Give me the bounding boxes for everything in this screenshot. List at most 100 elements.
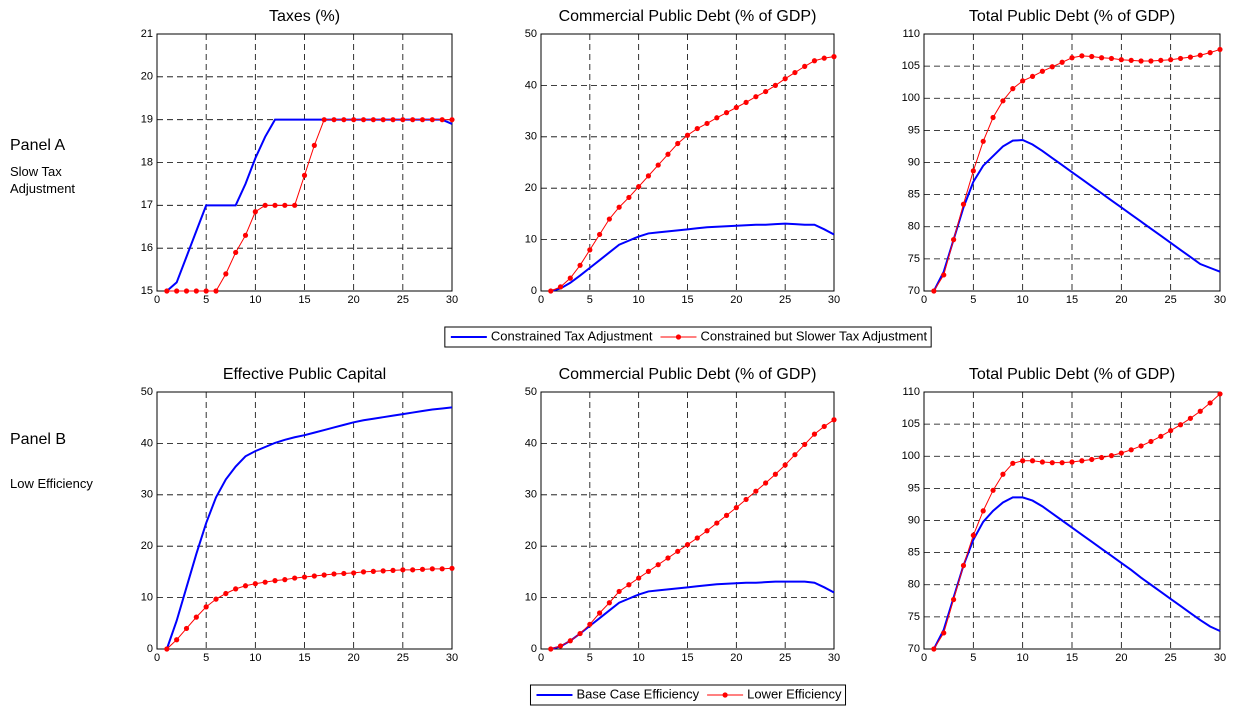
point: [1059, 460, 1065, 466]
series-line: Lower Efficiency: [550, 419, 835, 650]
point: [626, 582, 632, 588]
point: [733, 104, 739, 111]
point: [341, 117, 347, 123]
point: [1079, 458, 1085, 464]
y-tick-label: 40: [525, 437, 537, 449]
point: [548, 288, 554, 294]
x-tick-label: 0: [921, 294, 927, 306]
point: [321, 117, 327, 123]
x-tick-label: 15: [1066, 294, 1078, 306]
legend-label: Constrained but Slower Tax Adjustment: [700, 328, 927, 343]
point: [282, 577, 288, 583]
point: [606, 216, 612, 222]
point: [616, 588, 622, 595]
point: [419, 117, 426, 123]
point: [548, 646, 554, 652]
point: [714, 115, 720, 121]
point: [1207, 50, 1213, 56]
point: [636, 575, 642, 581]
legend-label: Base Case Efficiency: [576, 686, 699, 701]
point: [960, 201, 967, 207]
y-tick-label: 70: [908, 285, 920, 297]
series-line: Lower Efficiency: [933, 393, 1221, 650]
point: [1000, 471, 1006, 477]
point: [1187, 415, 1193, 421]
y-tick-label: 30: [525, 489, 537, 501]
x-tick-label: 15: [681, 652, 693, 664]
x-tick-label: 0: [154, 294, 160, 306]
y-tick-label: 50: [141, 386, 153, 398]
point: [1217, 46, 1223, 53]
point: [321, 572, 327, 578]
point: [292, 202, 298, 208]
point: [1118, 450, 1124, 456]
point: [164, 288, 170, 294]
point: [597, 610, 603, 616]
point: [370, 568, 376, 574]
point: [380, 117, 386, 123]
point: [242, 583, 249, 589]
point: [1020, 458, 1026, 464]
point: [626, 194, 632, 201]
x-tick-label: 5: [203, 652, 209, 664]
point: [694, 535, 700, 541]
y-tick-label: 100: [902, 92, 920, 104]
point: [360, 117, 367, 123]
point: [1089, 53, 1095, 60]
point: [400, 117, 406, 123]
point: [636, 184, 642, 190]
point: [272, 202, 278, 208]
point: [763, 480, 769, 486]
point: [1158, 57, 1164, 63]
y-tick-label: 80: [908, 579, 920, 591]
point: [1197, 52, 1203, 58]
point: [567, 275, 573, 281]
point: [1010, 86, 1016, 92]
point: [1118, 57, 1124, 63]
series-line: Constrained Tax Adjustment: [550, 222, 835, 292]
plot-frame: [923, 391, 1221, 650]
x-tick-label: 20: [730, 294, 742, 306]
point: [1039, 68, 1045, 74]
y-tick-label: 20: [141, 71, 153, 83]
point: [960, 562, 967, 569]
y-tick-label: 20: [525, 182, 537, 194]
point: [811, 431, 818, 437]
point: [665, 151, 671, 157]
y-tick-label: 30: [141, 489, 153, 501]
x-tick-label: 20: [730, 652, 742, 664]
point: [645, 568, 652, 574]
x-tick-label: 30: [1214, 652, 1226, 664]
point: [655, 162, 661, 168]
x-tick-label: 25: [397, 652, 409, 664]
point: [597, 231, 603, 238]
point: [262, 579, 268, 585]
point: [1079, 53, 1085, 59]
plot-frame: [156, 33, 453, 292]
x-tick-label: 5: [587, 652, 593, 664]
chart-title: Taxes (%): [269, 8, 340, 25]
point: [1177, 55, 1184, 62]
x-tick-label: 25: [779, 294, 791, 306]
x-tick-label: 30: [446, 652, 458, 664]
point: [1187, 54, 1193, 60]
y-tick-label: 16: [141, 242, 153, 254]
y-tick-label: 80: [908, 221, 920, 233]
point: [1177, 422, 1184, 428]
point: [1059, 59, 1065, 65]
point: [733, 505, 739, 511]
point: [164, 646, 170, 652]
x-tick-label: 25: [1165, 652, 1177, 664]
point: [282, 202, 288, 208]
point: [941, 630, 947, 636]
x-tick-label: 15: [1066, 652, 1078, 664]
point: [1039, 459, 1045, 465]
point: [694, 125, 700, 132]
point: [311, 573, 317, 579]
point: [772, 82, 779, 88]
point: [1099, 454, 1105, 461]
point: [714, 520, 720, 526]
point: [951, 237, 957, 243]
x-tick-label: 30: [828, 294, 840, 306]
y-tick-label: 110: [902, 28, 920, 40]
